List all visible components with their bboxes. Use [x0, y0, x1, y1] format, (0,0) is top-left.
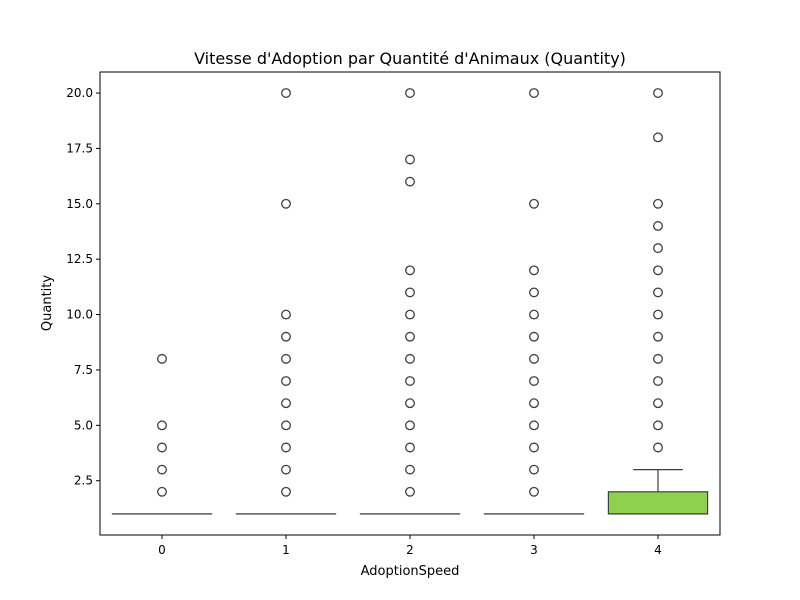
- outlier-point: [405, 331, 415, 342]
- outlier-point: [653, 353, 663, 364]
- outlier-point: [405, 398, 415, 409]
- outlier-point: [653, 398, 663, 409]
- outlier-point: [653, 331, 663, 342]
- outlier-point: [653, 287, 663, 298]
- outlier-point: [529, 376, 539, 386]
- outlier-point: [157, 420, 167, 431]
- y-tick-label: 2.5: [74, 474, 93, 488]
- outlier-point: [405, 265, 415, 276]
- outlier-point: [405, 420, 415, 431]
- outlier-point: [281, 198, 291, 209]
- outlier-point: [281, 376, 291, 386]
- outlier-point: [653, 198, 663, 209]
- outlier-point: [281, 353, 291, 364]
- y-tick-label: 5.0: [74, 418, 93, 432]
- chart-title: Vitesse d'Adoption par Quantité d'Animau…: [194, 49, 626, 68]
- x-tick-label: 3: [530, 543, 538, 557]
- outlier-point: [405, 154, 415, 165]
- x-tick-label: 0: [158, 543, 166, 557]
- plot-frame: [99, 71, 721, 536]
- outlier-point: [281, 442, 291, 453]
- outlier-point: [281, 88, 291, 98]
- outlier-point: [281, 398, 291, 409]
- outlier-point: [157, 353, 167, 364]
- outlier-point: [653, 420, 663, 431]
- outlier-point: [653, 88, 663, 98]
- outlier-point: [529, 287, 539, 298]
- outlier-point: [653, 221, 663, 231]
- outlier-point: [529, 353, 539, 364]
- y-tick-label: 15.0: [66, 197, 93, 211]
- outlier-point: [405, 464, 415, 475]
- y-tick-label: 17.5: [66, 141, 93, 155]
- x-tick-label: 4: [654, 543, 662, 557]
- outlier-point: [653, 132, 663, 143]
- outlier-point: [653, 442, 663, 453]
- outlier-point: [281, 464, 291, 475]
- box-4: [607, 491, 709, 515]
- outlier-point: [529, 198, 539, 209]
- outlier-point: [405, 88, 415, 98]
- outlier-point: [653, 309, 663, 320]
- outlier-point: [529, 265, 539, 276]
- outlier-point: [405, 486, 415, 497]
- x-tick-label: 2: [406, 543, 414, 557]
- x-tick-label: 1: [282, 543, 290, 557]
- y-tick-label: 10.0: [66, 308, 93, 322]
- plot-area: 2.5 5.0 7.5 10.0 12.5 15.0 17.5 20.0 0 1 2 3 4: [66, 71, 721, 557]
- outlier-point: [529, 420, 539, 431]
- outlier-point: [405, 309, 415, 320]
- outlier-point: [157, 464, 167, 475]
- outlier-point: [281, 331, 291, 342]
- outlier-point: [157, 442, 167, 453]
- outlier-point: [529, 88, 539, 98]
- outlier-point: [281, 420, 291, 431]
- outlier-point: [281, 309, 291, 320]
- x-axis-label: AdoptionSpeed: [361, 564, 460, 579]
- outlier-point: [157, 486, 167, 497]
- outlier-point: [529, 442, 539, 453]
- outlier-point: [405, 353, 415, 364]
- outlier-point: [405, 287, 415, 298]
- outlier-point: [653, 243, 663, 254]
- outlier-point: [653, 265, 663, 276]
- outlier-point: [529, 331, 539, 342]
- outlier-point: [405, 176, 415, 187]
- y-tick-label: 7.5: [74, 363, 93, 377]
- outlier-point: [529, 486, 539, 497]
- y-tick-label: 20.0: [66, 86, 93, 100]
- outlier-point: [529, 309, 539, 320]
- outlier-point: [653, 376, 663, 386]
- outlier-point: [281, 486, 291, 497]
- outlier-point: [529, 464, 539, 475]
- outlier-point: [405, 376, 415, 386]
- outlier-point: [529, 398, 539, 409]
- y-axis-label: Quantity: [40, 275, 55, 331]
- outlier-point: [405, 442, 415, 453]
- y-tick-label: 12.5: [66, 252, 93, 266]
